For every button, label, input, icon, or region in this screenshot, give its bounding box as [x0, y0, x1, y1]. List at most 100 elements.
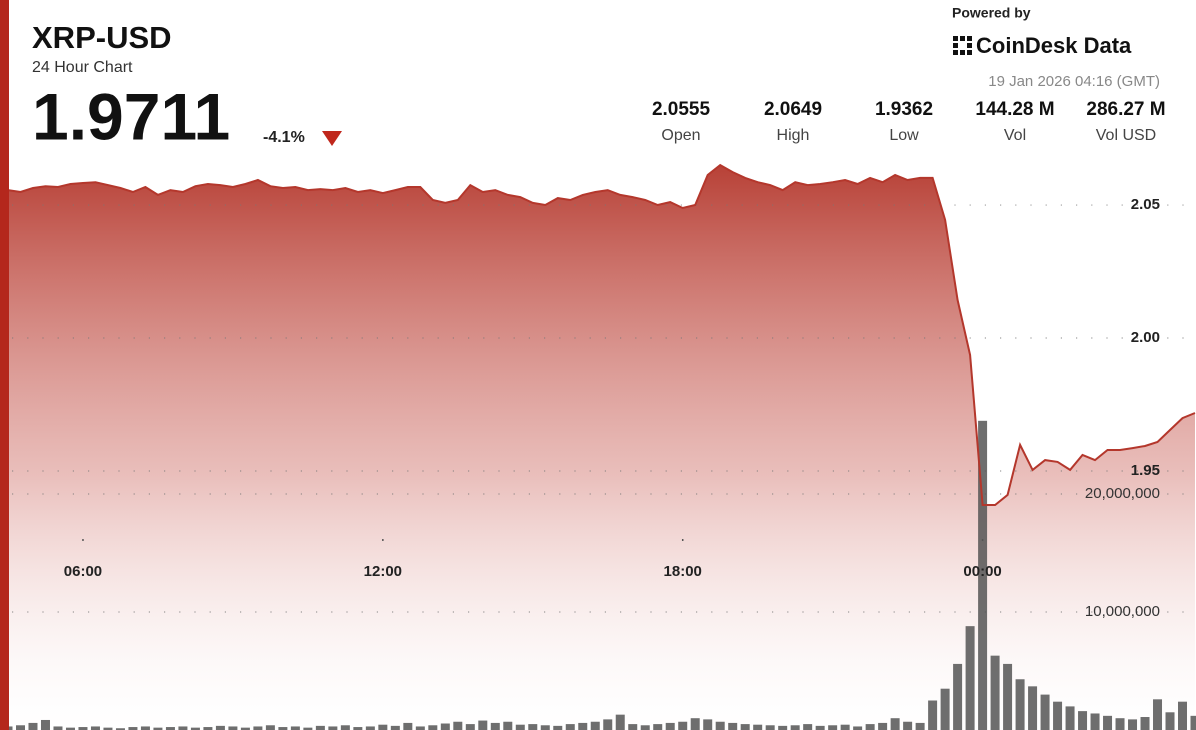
volume-bar: [865, 724, 875, 730]
volume-bar: [78, 727, 88, 730]
volume-bar: [478, 720, 488, 730]
volume-bar: [303, 727, 313, 730]
volume-bar: [765, 725, 775, 730]
volume-bar: [553, 725, 563, 730]
volume-bar: [453, 721, 463, 730]
stat-value: 1.9362: [875, 99, 933, 120]
x-tick-label: 00:00: [963, 563, 1001, 580]
price-area: [8, 165, 1195, 730]
volume-bar: [1178, 701, 1188, 730]
volume-bar: [403, 722, 413, 730]
volume-bar: [1053, 701, 1063, 730]
volume-bar: [190, 727, 200, 730]
volume-bar: [340, 725, 350, 730]
volume-bar: [215, 725, 225, 730]
volume-bar: [115, 728, 125, 730]
volume-bar: [915, 722, 925, 730]
stat-value: 2.0649: [764, 99, 822, 120]
volume-bar: [953, 663, 963, 730]
y-tick-label: 2.05: [1131, 196, 1160, 213]
volume-bar: [253, 726, 263, 730]
volume-bar: [1028, 686, 1038, 730]
volume-bar: [203, 727, 213, 730]
volume-bar: [603, 719, 613, 730]
volume-bar: [990, 655, 1000, 730]
brand: CoinDesk Data: [976, 33, 1132, 58]
volume-bar: [1090, 713, 1100, 730]
volume-bar: [28, 722, 38, 730]
volume-bar: [40, 719, 50, 730]
volume-bar: [228, 726, 238, 730]
volume-bar: [90, 726, 100, 730]
stat-label: Vol: [1004, 127, 1026, 144]
stat-label: Low: [889, 127, 919, 144]
volume-bar: [790, 725, 800, 730]
volume-bar: [590, 721, 600, 730]
volume-bar: [740, 724, 750, 730]
volume-bar: [103, 727, 113, 730]
volume-bar: [640, 725, 650, 730]
brand-icon: [953, 36, 972, 55]
volume-bar: [328, 726, 338, 730]
x-tick-label: 12:00: [364, 563, 402, 580]
volume-bar: [390, 725, 400, 730]
volume-bar: [178, 726, 188, 730]
volume-bar: [315, 725, 325, 730]
volume-bar: [1003, 663, 1013, 730]
volume-bar: [378, 724, 388, 730]
chart-title: XRP-USD: [32, 20, 172, 55]
stat-label: Open: [661, 127, 700, 144]
y2-tick-label: 10,000,000: [1085, 603, 1160, 620]
volume-bar: [690, 718, 700, 730]
volume-bar: [528, 724, 538, 730]
volume-bar: [1065, 706, 1075, 730]
price-line: [7, 163, 1196, 506]
volume-bar: [1115, 718, 1125, 730]
volume-bar: [728, 722, 738, 730]
volume-bar: [565, 724, 575, 730]
powered-by: Powered by: [952, 5, 1031, 21]
volume-bar: [1190, 715, 1196, 730]
price: 1.9711: [32, 79, 230, 153]
volume-bar: [940, 688, 950, 730]
stat-label: High: [777, 127, 810, 144]
volume-bar: [165, 727, 175, 730]
volume-bar: [540, 725, 550, 730]
volume-bar: [978, 420, 988, 730]
volume-bar: [153, 727, 163, 730]
timestamp: 19 Jan 2026 04:16 (GMT): [988, 73, 1160, 90]
volume-bar: [290, 726, 300, 730]
volume-bar: [428, 725, 438, 730]
volume-bar: [465, 724, 475, 730]
volume-bar: [503, 721, 513, 730]
volume-bar: [840, 724, 850, 730]
volume-bar: [753, 724, 763, 730]
volume-bar: [1165, 712, 1175, 730]
volume-bar: [353, 727, 363, 730]
stat-value: 286.27 M: [1086, 99, 1165, 120]
volume-bar: [903, 721, 913, 730]
volume-bar: [128, 727, 138, 730]
y-tick-label: 1.95: [1131, 462, 1160, 479]
volume-bar: [65, 727, 75, 730]
volume-bar: [615, 714, 625, 730]
volume-bar: [515, 724, 525, 730]
volume-bar: [53, 726, 63, 730]
y2-tick-label: 20,000,000: [1085, 485, 1160, 502]
plot-area: 1.95 2.00 2.05 10,000,000 20,000,000 06:00 12:…: [3, 163, 1196, 730]
volume-bar: [1015, 679, 1025, 730]
volume-bar: [678, 721, 688, 730]
volume-bar: [440, 723, 450, 730]
volume-bar: [715, 721, 725, 730]
volume-bar: [890, 718, 900, 730]
stat-label: Vol USD: [1096, 127, 1156, 144]
accent-bar: [0, 0, 9, 730]
volume-bar: [265, 725, 275, 730]
volume-bar: [415, 726, 425, 730]
down-arrow: [322, 131, 342, 146]
volume-bar: [803, 724, 813, 730]
volume-bar: [578, 722, 588, 730]
volume-bar: [1140, 717, 1150, 730]
volume-bar: [1078, 711, 1088, 730]
